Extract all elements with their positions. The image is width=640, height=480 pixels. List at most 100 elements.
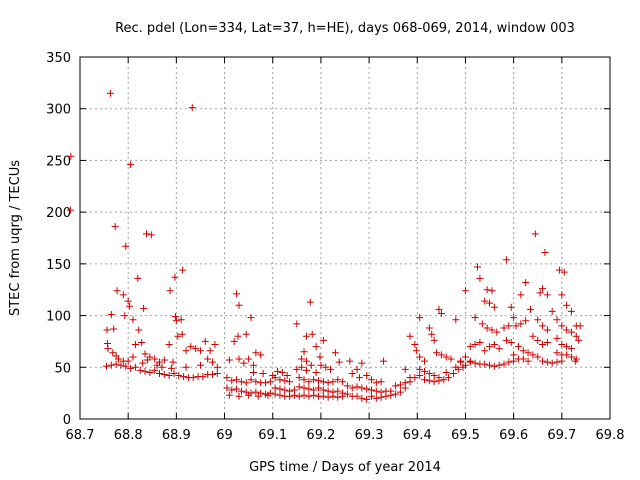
data-point [543,326,551,334]
data-point [507,303,515,311]
y-axis-label: STEC from uqrg / TECUs [8,160,23,316]
data-point [113,287,121,295]
data-point [182,347,190,355]
data-point [240,359,248,367]
data-point [247,314,255,322]
data-point [514,343,522,351]
data-point [539,285,547,293]
data-point [264,391,272,399]
data-point [567,307,575,315]
data-point [124,357,132,365]
data-point [192,345,200,353]
data-point [536,289,544,297]
data-point [305,385,313,393]
data-point [461,361,469,369]
x-tick-label: 68.8 [114,428,143,443]
data-point [502,336,510,344]
data-point [474,263,481,271]
data-point [139,359,147,367]
x-tick-label: 69.8 [596,428,625,443]
data-point [300,376,308,384]
data-point [505,322,513,330]
data-point [302,366,310,374]
data-point [553,334,561,342]
data-point [298,363,306,371]
data-point [558,291,566,299]
data-point [339,378,347,386]
data-point [534,353,542,361]
data-point [343,390,351,398]
data-point [310,376,318,384]
data-point [242,379,250,387]
data-point [476,338,484,346]
data-point [348,369,356,377]
data-point [430,372,438,380]
data-point [534,316,542,324]
data-point [131,363,139,371]
data-point [382,392,390,400]
data-point [558,341,566,349]
data-point [235,355,243,363]
data-point [500,360,508,368]
data-point [522,317,530,325]
data-point [490,341,498,349]
data-point [254,392,262,400]
data-point [416,314,424,322]
data-point [322,363,330,371]
data-point [171,313,179,321]
data-point [534,336,542,344]
y-tick-label: 0 [63,413,71,428]
data-point [406,374,414,382]
data-point [110,325,118,333]
data-point [175,372,183,380]
y-tick-label: 150 [46,258,71,273]
data-point [412,347,420,355]
data-point [247,376,255,384]
x-tick-label: 69.3 [355,428,384,443]
plot-frame [79,56,611,420]
data-point [188,104,196,112]
data-point [211,341,219,349]
data-point [107,361,115,369]
data-point [307,361,315,369]
data-point [213,369,221,377]
data-point [228,386,236,394]
data-point [368,376,375,384]
data-point [483,324,491,332]
data-point [312,343,320,351]
data-point [111,223,119,231]
data-point [331,349,339,357]
data-point [466,343,474,351]
data-point [353,392,361,400]
data-point [174,332,182,340]
data-point [507,338,515,346]
data-point [563,326,571,334]
data-point [329,392,337,400]
data-point [112,360,120,368]
data-point [126,302,134,310]
data-point [445,374,453,382]
data-point [305,378,313,386]
data-point [442,368,450,376]
data-point [316,353,324,361]
data-point [180,373,188,381]
data-point [156,369,163,377]
x-tick-label: 69.2 [306,428,335,443]
data-point [223,374,231,382]
data-point [324,379,332,387]
data-point [505,358,513,366]
data-point [543,291,551,299]
data-point [286,392,294,400]
data-point [319,386,327,394]
data-point [259,369,267,377]
data-point [315,384,322,392]
data-point [151,366,159,374]
data-point [334,376,342,384]
y-tick-label: 250 [46,154,71,169]
data-point [245,355,253,363]
data-point [363,372,371,380]
data-point [310,386,318,394]
data-point [377,378,385,386]
data-point [166,287,174,295]
